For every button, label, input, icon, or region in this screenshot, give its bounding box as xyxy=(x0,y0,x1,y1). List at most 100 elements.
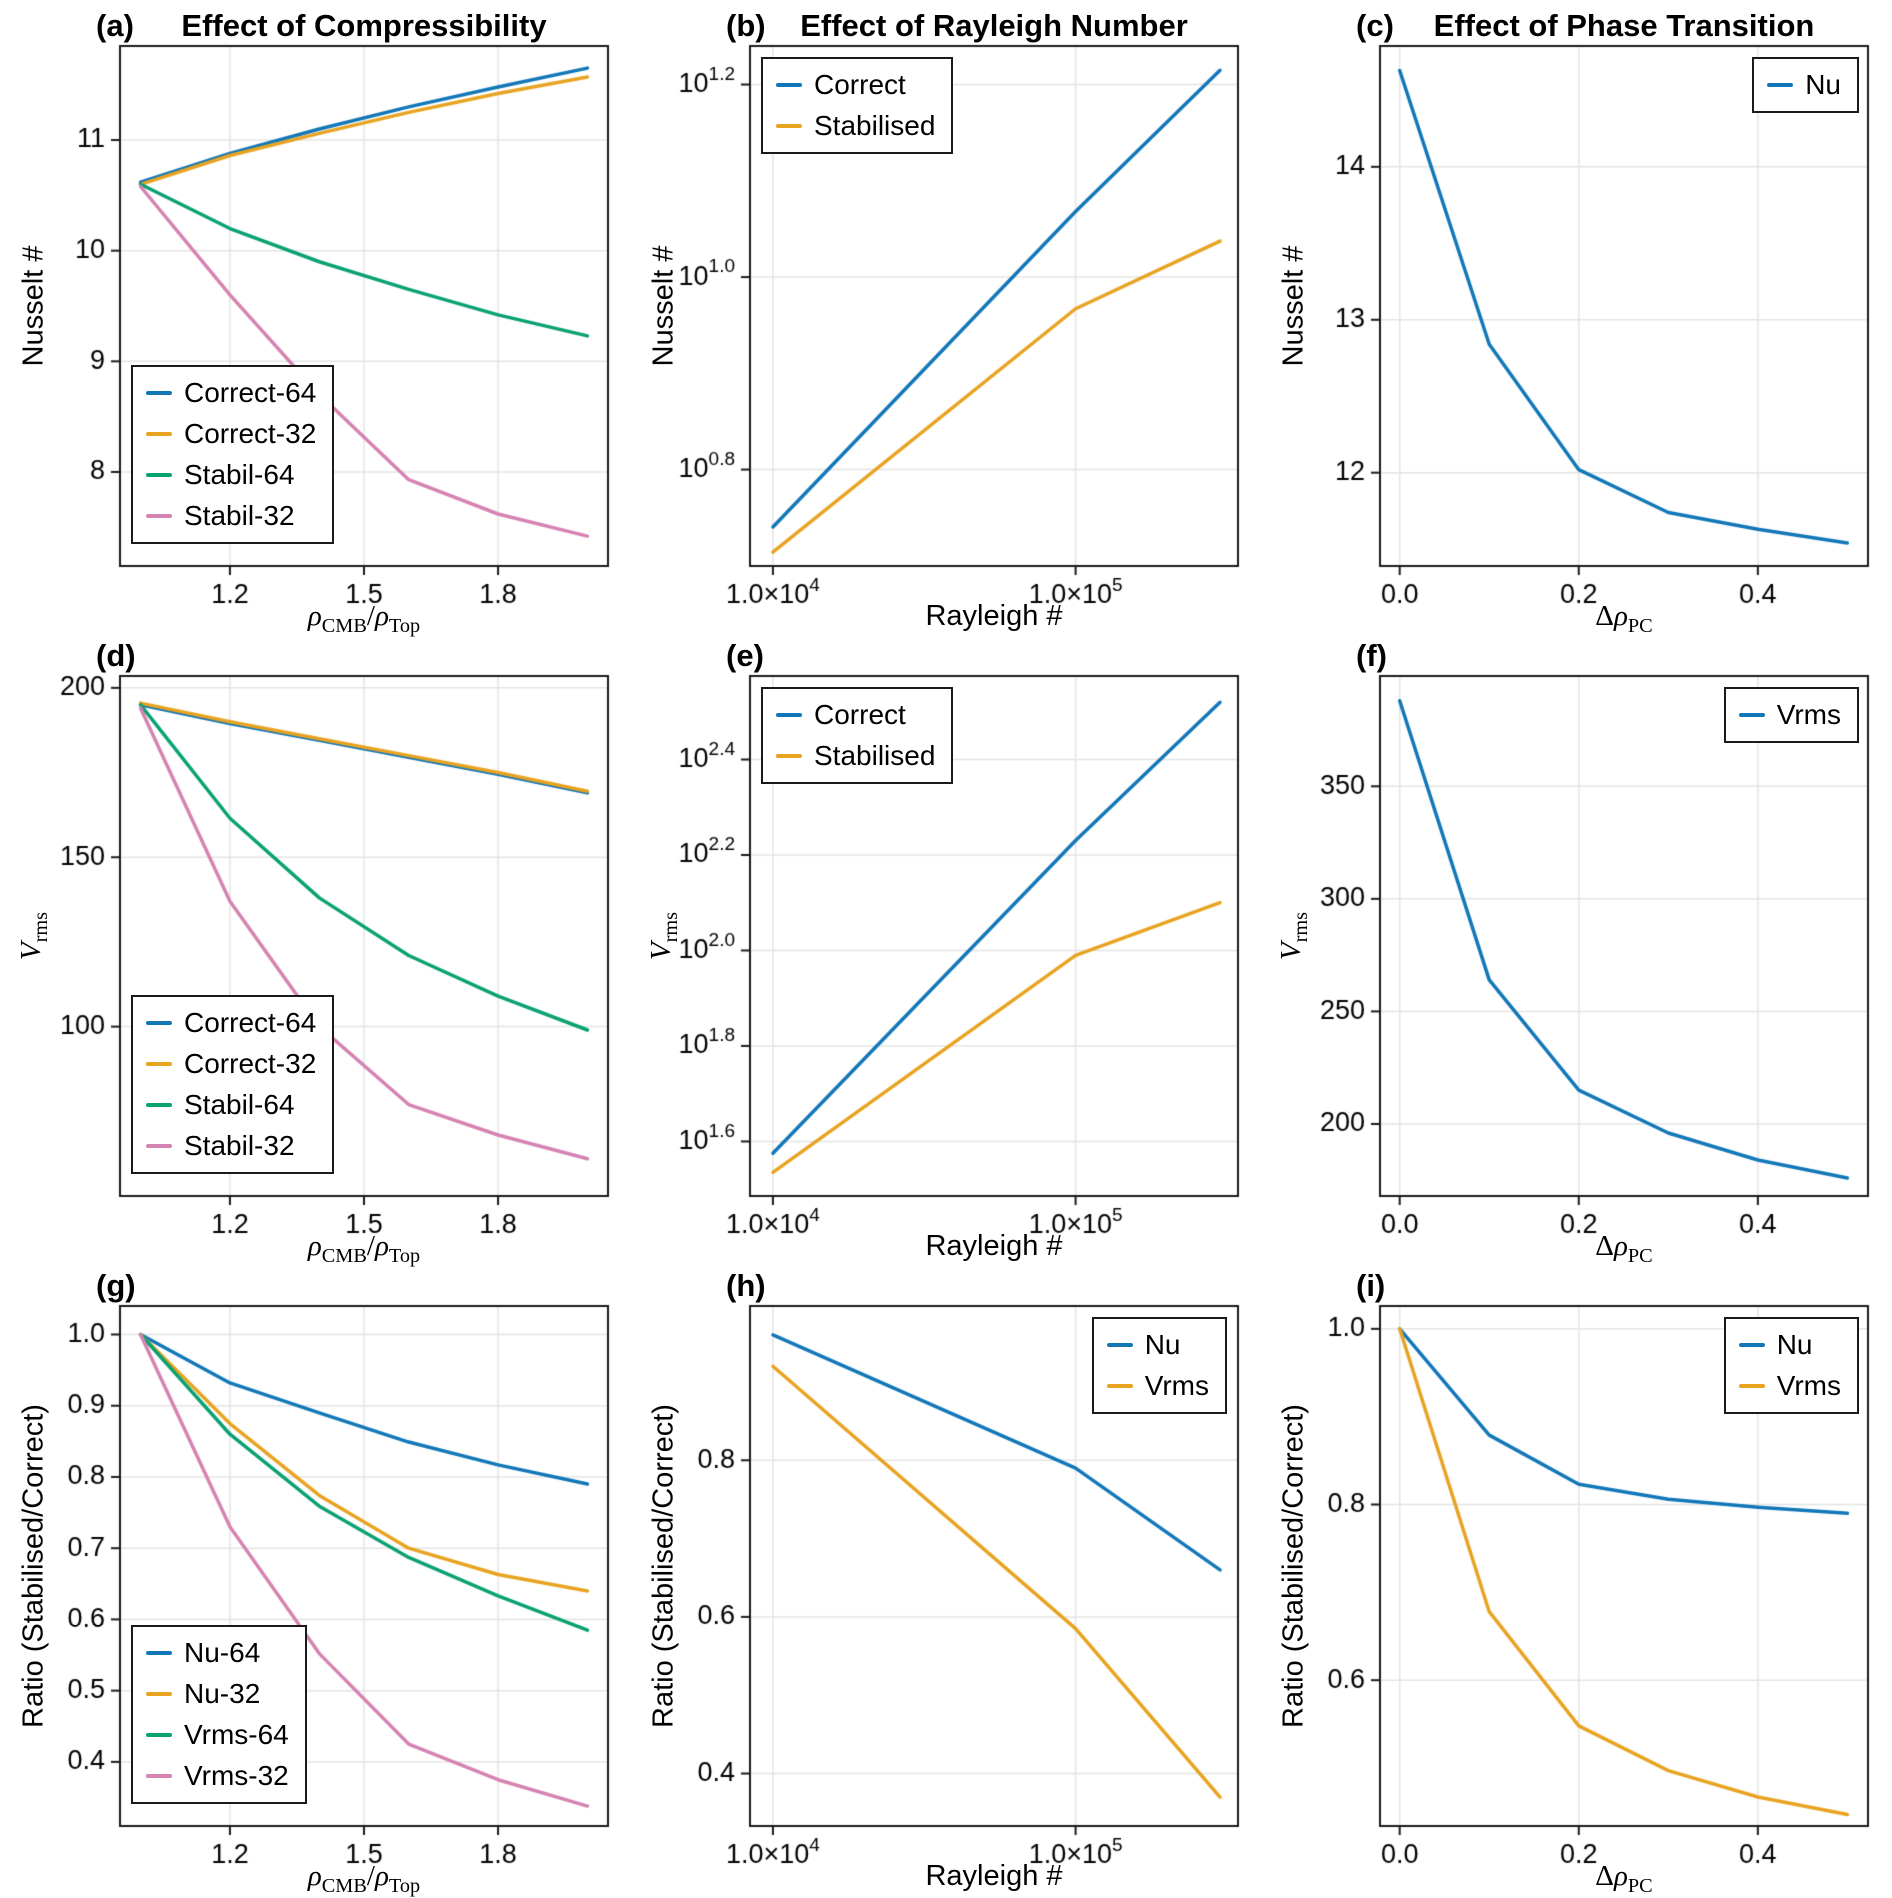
legend: Nu Vrms xyxy=(1723,1317,1859,1414)
axis-label-segment: / xyxy=(366,600,375,632)
legend-label: Correct-32 xyxy=(184,1048,317,1079)
legend-label: Stabil-32 xyxy=(184,500,295,531)
y-axis-label: Vrms xyxy=(645,912,683,960)
axis-label-segment: CMB xyxy=(321,1874,367,1897)
legend-line-swatch xyxy=(146,1021,172,1025)
y-axis-label: Vrms xyxy=(15,912,53,960)
panel-b: (b) Effect of Rayleigh Number Nusselt # … xyxy=(630,0,1260,632)
legend-label: Stabilised xyxy=(814,110,936,141)
legend-item: Nu xyxy=(1738,1328,1841,1362)
legend-label: Nu xyxy=(1805,69,1841,100)
legend: Correct Stabilised xyxy=(761,57,954,154)
legend-item: Vrms-32 xyxy=(146,1759,289,1793)
axis-label-segment: Top xyxy=(388,1874,421,1897)
legend-label: Correct-64 xyxy=(184,377,317,408)
axis-label-segment: Ratio (Stabilised/Correct) xyxy=(17,1404,50,1728)
axis-label-segment: ρ xyxy=(1613,1230,1628,1262)
legend-item: Vrms-64 xyxy=(146,1718,289,1752)
panel-letter: (g) xyxy=(96,1268,136,1303)
legend-label: Stabilised xyxy=(814,740,936,771)
legend-label: Vrms-64 xyxy=(184,1719,289,1750)
legend-line-swatch xyxy=(1106,1384,1133,1388)
axis-label-segment: Rayleigh # xyxy=(925,1230,1063,1262)
panel-g: (g) Ratio (Stabilised/Correct) ρCMB/ρTop… xyxy=(0,1260,630,1897)
legend-line-swatch xyxy=(146,1144,172,1148)
axis-label-segment: Nusselt # xyxy=(17,245,50,367)
legend-item: Nu xyxy=(1106,1328,1209,1362)
legend-line-swatch xyxy=(1738,713,1765,717)
axis-label-segment: Nusselt # xyxy=(1277,245,1310,367)
y-axis-label: Ratio (Stabilised/Correct) xyxy=(1278,1404,1311,1728)
legend-label: Vrms xyxy=(1144,1370,1209,1401)
y-axis-label: Ratio (Stabilised/Correct) xyxy=(18,1404,51,1728)
y-axis-label: Nusselt # xyxy=(18,246,51,367)
legend-line-swatch xyxy=(146,391,172,395)
axis-label-segment: rms xyxy=(659,911,682,943)
panel-f: (f) Vrms ΔρPC Vrms xyxy=(1260,630,1892,1267)
legend-item: Correct-64 xyxy=(146,1006,316,1040)
legend-item: Vrms xyxy=(1738,1369,1841,1403)
y-axis-label: Ratio (Stabilised/Correct) xyxy=(648,1404,681,1728)
panel-h: (h) Ratio (Stabilised/Correct) Rayleigh … xyxy=(630,1260,1260,1893)
panel-letter: (c) xyxy=(1356,8,1394,43)
panel-letter: (a) xyxy=(96,8,134,43)
panel-letter: (b) xyxy=(726,8,766,43)
panel-e: (e) Vrms Rayleigh # Correct Stabilised xyxy=(630,630,1260,1263)
legend: Nu-64 Nu-32 Vrms-64 Vrms-32 xyxy=(131,1625,307,1804)
legend-line-swatch xyxy=(1738,1343,1765,1347)
legend-line-swatch xyxy=(146,1774,172,1778)
legend-label: Nu-32 xyxy=(184,1678,261,1709)
axis-label-segment: / xyxy=(366,1230,375,1262)
axis-label-segment: ρ xyxy=(307,1860,322,1892)
x-axis-label: Rayleigh # xyxy=(750,1860,1238,1893)
legend-line-swatch xyxy=(1106,1343,1133,1347)
legend-label: Stabil-64 xyxy=(184,459,295,490)
legend-label: Correct xyxy=(814,69,906,100)
legend-item: Stabilised xyxy=(776,739,935,773)
panel-letter: (e) xyxy=(726,638,764,673)
legend-item: Stabil-64 xyxy=(146,1088,316,1122)
axis-label-segment: rms xyxy=(29,911,52,943)
legend-label: Stabil-32 xyxy=(184,1130,295,1161)
legend-label: Correct xyxy=(814,699,906,730)
axis-label-segment: ρ xyxy=(1613,600,1628,632)
legend-line-swatch xyxy=(776,124,802,128)
legend-line-swatch xyxy=(1738,1384,1765,1388)
axis-label-segment: Rayleigh # xyxy=(925,1860,1063,1892)
legend-line-swatch xyxy=(146,432,172,436)
legend: Nu Vrms xyxy=(1091,1317,1227,1414)
legend: Correct Stabilised xyxy=(761,687,954,784)
x-axis-label: ΔρPC xyxy=(1380,1860,1868,1898)
plot-canvas-g xyxy=(0,1260,630,1890)
legend-item: Stabilised xyxy=(776,109,935,143)
y-axis-label: Vrms xyxy=(1275,912,1313,960)
axis-label-segment: Ratio (Stabilised/Correct) xyxy=(647,1404,680,1728)
axis-label-segment: Δ xyxy=(1595,600,1614,632)
legend-line-swatch xyxy=(146,1062,172,1066)
x-axis-label: Rayleigh # xyxy=(750,1230,1238,1263)
legend-item: Stabil-32 xyxy=(146,1129,316,1163)
panel-title: Effect of Rayleigh Number xyxy=(800,8,1188,43)
legend: Correct-64 Correct-32 Stabil-64 Stabil-32 xyxy=(131,365,335,544)
axis-label-segment: Ratio (Stabilised/Correct) xyxy=(1277,1404,1310,1728)
x-axis-label: ρCMB/ρTop xyxy=(120,1860,608,1898)
legend-item: Stabil-64 xyxy=(146,458,316,492)
axis-label-segment: Nusselt # xyxy=(647,245,680,367)
legend-line-swatch xyxy=(146,473,172,477)
legend-item: Correct xyxy=(776,698,935,732)
legend-label: Vrms xyxy=(1776,1370,1841,1401)
legend-item: Correct-64 xyxy=(146,376,316,410)
axis-label-segment: ρ xyxy=(307,1230,322,1262)
legend-item: Nu xyxy=(1767,68,1841,102)
y-axis-label: Nusselt # xyxy=(1278,246,1311,367)
legend-line-swatch xyxy=(146,514,172,518)
legend: Nu xyxy=(1752,57,1859,113)
legend-line-swatch xyxy=(776,754,802,758)
panel-letter: (f) xyxy=(1356,638,1387,673)
y-axis-label: Nusselt # xyxy=(648,246,681,367)
axis-label-segment: ρ xyxy=(374,600,389,632)
legend-label: Vrms xyxy=(1776,699,1841,730)
legend-item: Stabil-32 xyxy=(146,499,316,533)
legend-item: Vrms xyxy=(1738,698,1841,732)
legend-line-swatch xyxy=(776,713,802,717)
